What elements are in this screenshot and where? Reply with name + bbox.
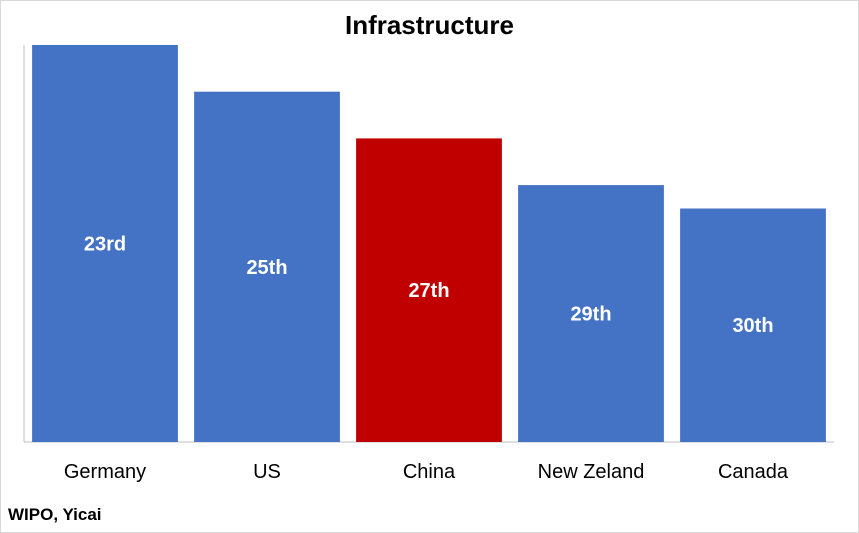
chart-title: Infrastructure (344, 10, 515, 40)
bar-china (356, 138, 502, 442)
bars-group (32, 45, 826, 442)
category-label: China (403, 461, 456, 483)
category-label: US (253, 461, 281, 483)
data-label: 30th (732, 315, 773, 337)
data-label: 27th (408, 280, 449, 302)
category-label: Canada (718, 461, 789, 483)
data-label: 23rd (84, 234, 126, 256)
bar-germany (32, 45, 178, 442)
bar-us (194, 91, 340, 442)
category-label: New Zeland (538, 461, 645, 483)
source-note: WIPO, Yicai (8, 505, 102, 524)
bar-canada (680, 208, 826, 442)
category-label: Germany (64, 461, 146, 483)
data-label: 29th (570, 304, 611, 326)
data-label: 25th (246, 257, 287, 279)
bar-new-zeland (518, 185, 664, 442)
labels-group: 23rd Germany 25th US 27th China 29th New Zeland… (64, 234, 789, 484)
